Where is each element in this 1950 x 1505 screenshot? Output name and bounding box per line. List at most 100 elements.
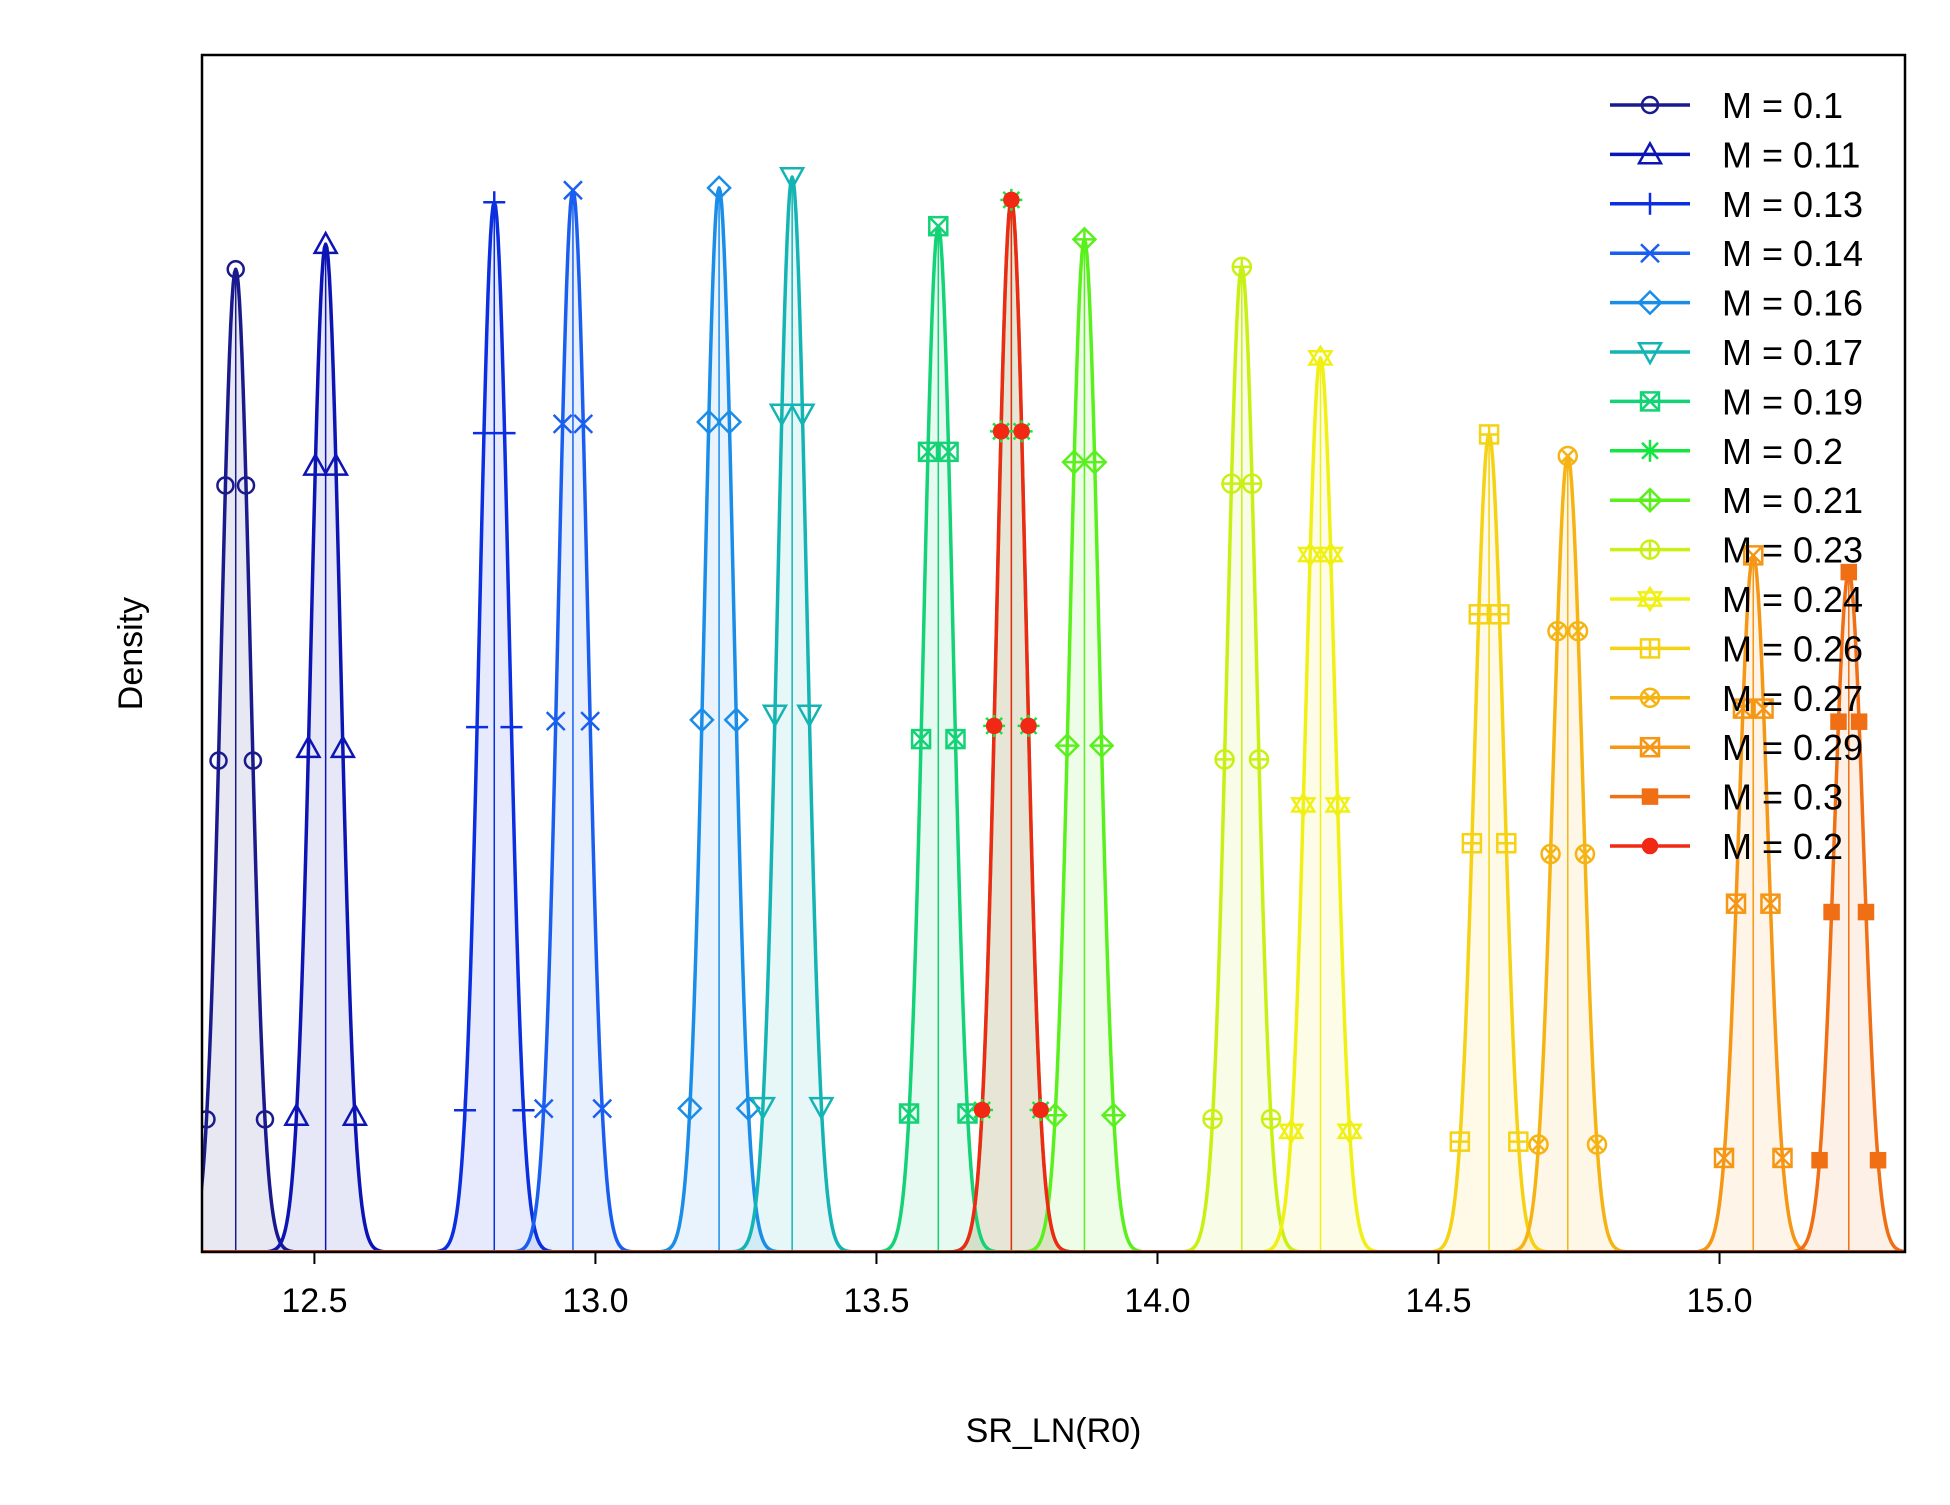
curve-marker-8-2-right	[1100, 1102, 1127, 1129]
curve-marker-5-0-right	[789, 403, 816, 428]
legend-marker-5	[1636, 341, 1664, 366]
curve-marker-5-0-left	[768, 403, 795, 428]
legend-item-7: M = 0.2	[1610, 431, 1843, 472]
legend-item-14: M = 0.3	[1610, 777, 1843, 818]
curve-marker-13-1-left	[1725, 893, 1747, 914]
curve-marker-1-0-left	[302, 452, 329, 476]
curve-marker-peak-11	[1478, 424, 1500, 445]
curve-marker-14-1-left	[1823, 903, 1840, 921]
curve-marker-14-0-right	[1850, 713, 1868, 730]
curve-marker-peak-4	[706, 175, 732, 201]
curve-marker-6-0-right	[938, 441, 959, 463]
legend-label-12: M = 0.27	[1722, 678, 1863, 719]
curve-marker-13-2-left	[1713, 1147, 1735, 1169]
curve-marker-2-1-right	[500, 716, 523, 739]
legend-item-8: M = 0.21	[1610, 480, 1863, 521]
curve-marker-peak-12	[1557, 445, 1579, 467]
legend-label-3: M = 0.14	[1722, 233, 1863, 274]
curve-marker-9-1-right	[1248, 749, 1270, 770]
curve-marker-9-2-right	[1260, 1108, 1282, 1130]
curve-marker-11-2-right	[1508, 1131, 1529, 1152]
legend-label-5: M = 0.17	[1722, 332, 1863, 373]
legend-marker-13	[1639, 736, 1661, 758]
curve-marker-peak-3	[563, 180, 583, 201]
legend-marker-6	[1639, 391, 1661, 412]
legend-label-6: M = 0.19	[1722, 381, 1863, 422]
curve-marker-1-2-right	[341, 1102, 369, 1126]
curve-marker-12-1-left	[1540, 843, 1561, 865]
curve-marker-peak-13	[1742, 545, 1764, 566]
legend-label-14: M = 0.3	[1722, 777, 1843, 818]
curve-marker-13-0-left	[1732, 698, 1754, 719]
curve-marker-15-1-left	[985, 717, 1003, 735]
curve-marker-3-2-right	[592, 1098, 613, 1119]
curve-marker-8-0-right	[1081, 449, 1108, 475]
curve-marker-4-1-left	[689, 707, 715, 733]
legend-label-4: M = 0.16	[1722, 283, 1863, 324]
legend-item-9: M = 0.23	[1610, 530, 1863, 571]
x-tick-label-2: 13.5	[843, 1282, 909, 1320]
curve-marker-12-2-right	[1586, 1134, 1608, 1155]
curve-marker-9-0-left	[1221, 473, 1242, 494]
curve-marker-10-2-right	[1336, 1117, 1363, 1145]
legend-marker-15	[1641, 837, 1659, 855]
x-tick-label-4: 14.5	[1405, 1282, 1471, 1320]
curve-marker-10-1-left	[1290, 791, 1317, 819]
curve-marker-5-1-left	[761, 704, 789, 729]
curve-marker-14-2-right	[1869, 1151, 1887, 1169]
legend-label-13: M = 0.29	[1722, 727, 1863, 768]
legend-item-5: M = 0.17	[1610, 332, 1863, 373]
curve-marker-13-2-right	[1772, 1147, 1793, 1169]
curve-marker-14-0-left	[1830, 713, 1847, 730]
curve-marker-12-0-right	[1567, 620, 1589, 642]
curve-marker-4-0-right	[716, 409, 743, 435]
curve-marker-8-1-right	[1088, 732, 1115, 759]
legend: M = 0.1 M = 0.11 M = 0.13 M = 0.14 M = 0.16 M…	[1610, 85, 1863, 867]
legend-label-0: M = 0.1	[1722, 85, 1843, 126]
legend-item-2: M = 0.13	[1610, 184, 1863, 225]
legend-marker-12	[1639, 687, 1661, 709]
legend-marker-7	[1639, 439, 1661, 462]
curve-marker-0-0-left	[216, 476, 235, 495]
curve-marker-0-2-left	[202, 1110, 216, 1129]
curve-marker-peak-5	[779, 167, 806, 191]
legend-marker-3	[1640, 243, 1660, 264]
curve-marker-10-0-right	[1317, 541, 1345, 568]
legend-label-9: M = 0.23	[1722, 530, 1863, 571]
legend-marker-0	[1640, 95, 1660, 115]
curve-marker-9-2-left	[1202, 1108, 1223, 1130]
curve-marker-0-0-right	[236, 476, 256, 495]
x-tick-label-1: 13.0	[562, 1282, 628, 1320]
curve-marker-2-0-left	[472, 422, 495, 445]
curve-marker-2-2-right	[512, 1099, 535, 1122]
curve-marker-peak-10	[1307, 344, 1334, 372]
legend-item-6: M = 0.19	[1610, 381, 1863, 422]
curve-marker-6-2-left	[898, 1103, 920, 1124]
curve-marker-11-0-left	[1468, 604, 1490, 625]
curve-marker-0-1-left	[209, 751, 228, 770]
x-tick-label-5: 15.0	[1686, 1282, 1752, 1320]
legend-label-2: M = 0.13	[1722, 184, 1863, 225]
x-tick-label-0: 12.5	[281, 1282, 347, 1320]
legend-item-4: M = 0.16	[1610, 283, 1863, 324]
curve-marker-13-0-right	[1753, 698, 1774, 719]
curve-marker-4-0-left	[696, 409, 722, 435]
curve-markers	[202, 167, 1887, 1169]
legend-item-15: M = 0.2	[1610, 826, 1843, 867]
curve-marker-15-2-right	[1032, 1101, 1049, 1119]
legend-item-1: M = 0.11	[1610, 134, 1860, 175]
curve-marker-peak-8	[1071, 226, 1098, 253]
legend-marker-11	[1639, 638, 1661, 659]
curve-marker-3-0-right	[573, 413, 594, 434]
curve-marker-11-2-left	[1449, 1131, 1471, 1152]
curve-marker-8-0-left	[1061, 449, 1087, 475]
curve-marker-4-1-right	[723, 707, 750, 733]
curve-marker-15-2-left	[973, 1101, 991, 1119]
curve-marker-4-2-left	[677, 1095, 703, 1122]
curve-marker-13-1-right	[1760, 893, 1781, 914]
curve-marker-9-1-left	[1214, 749, 1235, 770]
curve-marker-3-1-left	[545, 711, 566, 732]
curve-marker-2-2-left	[454, 1099, 477, 1122]
